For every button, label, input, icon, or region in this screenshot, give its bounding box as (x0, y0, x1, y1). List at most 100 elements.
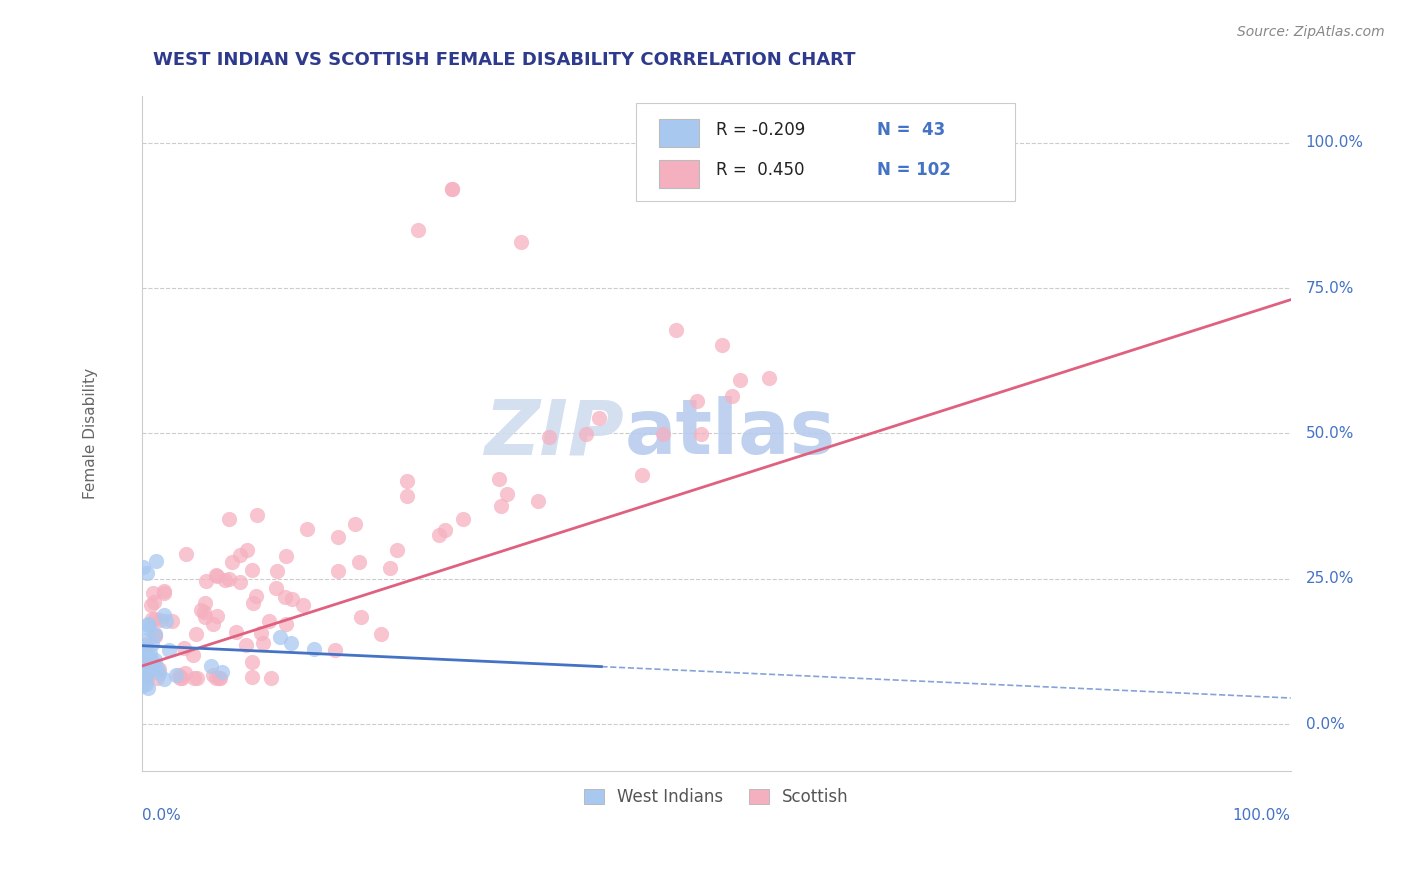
Point (274, 616, 297, 631)
Point (139, 646, 162, 660)
Point (350, 610, 373, 624)
FancyBboxPatch shape (636, 103, 1015, 201)
Point (146, 671, 169, 685)
Point (131, 671, 153, 685)
Point (240, 563, 263, 577)
Point (208, 671, 231, 685)
Point (153, 584, 176, 599)
Text: 100.0%: 100.0% (1306, 136, 1364, 150)
Point (538, 430, 561, 444)
Point (155, 614, 177, 628)
Point (495, 487, 517, 501)
Point (134, 655, 156, 669)
Point (193, 605, 215, 619)
Text: ZIP: ZIP (485, 396, 624, 470)
Point (153, 586, 176, 600)
Point (218, 511, 240, 525)
Text: 50.0%: 50.0% (1306, 425, 1354, 441)
Point (720, 389, 742, 403)
Point (326, 531, 349, 545)
Point (135, 677, 157, 691)
Text: WEST INDIAN VS SCOTTISH FEMALE DISABILITY CORRELATION CHART: WEST INDIAN VS SCOTTISH FEMALE DISABILIT… (153, 51, 856, 70)
Point (758, 370, 780, 384)
Point (257, 614, 280, 628)
Point (153, 608, 176, 623)
Point (169, 668, 191, 682)
Point (136, 617, 159, 632)
Point (136, 566, 159, 580)
Point (136, 650, 159, 665)
Point (176, 547, 198, 561)
Point (142, 586, 165, 600)
Point (370, 626, 392, 640)
Point (280, 636, 302, 650)
Point (136, 681, 159, 695)
Point (378, 561, 401, 575)
Point (451, 512, 474, 526)
Point (205, 671, 228, 685)
Point (252, 636, 274, 650)
Point (259, 671, 281, 685)
Point (184, 627, 207, 641)
Point (138, 648, 160, 663)
Point (229, 548, 252, 562)
Point (131, 679, 153, 693)
Point (145, 554, 167, 568)
Point (143, 653, 166, 667)
Point (689, 427, 711, 442)
Point (510, 235, 533, 249)
FancyBboxPatch shape (659, 120, 699, 147)
Point (134, 632, 156, 647)
Point (148, 665, 170, 680)
Point (141, 638, 163, 652)
Point (143, 612, 166, 626)
Text: atlas: atlas (624, 396, 835, 470)
Point (169, 671, 191, 685)
Point (138, 622, 160, 636)
Point (205, 569, 228, 583)
Point (229, 575, 252, 590)
Text: N = 102: N = 102 (877, 161, 950, 179)
Point (148, 662, 170, 676)
Point (281, 591, 304, 606)
Point (631, 467, 654, 482)
Point (134, 640, 156, 655)
Point (489, 499, 512, 513)
Point (141, 599, 163, 613)
Point (136, 663, 159, 677)
Point (143, 627, 166, 641)
Point (183, 671, 205, 685)
Point (131, 643, 153, 657)
Point (406, 223, 429, 237)
Point (141, 612, 163, 626)
Point (347, 555, 370, 569)
Point (344, 516, 367, 531)
Point (135, 637, 157, 651)
Point (208, 671, 231, 685)
Point (131, 560, 153, 574)
Text: 25.0%: 25.0% (1306, 571, 1354, 586)
Point (302, 641, 325, 656)
Point (665, 323, 688, 337)
Point (236, 542, 259, 557)
Text: N =  43: N = 43 (877, 121, 945, 139)
Point (194, 610, 217, 624)
Point (211, 665, 233, 679)
Point (295, 522, 318, 536)
Point (135, 668, 157, 682)
Point (266, 564, 288, 578)
Point (143, 629, 166, 643)
Point (242, 596, 264, 610)
Point (173, 665, 195, 680)
Point (441, 182, 464, 196)
Point (274, 549, 297, 564)
Point (433, 524, 456, 538)
Point (200, 659, 222, 673)
Point (711, 337, 734, 351)
Point (132, 642, 155, 657)
Point (274, 590, 297, 604)
Point (134, 671, 156, 685)
Point (292, 598, 315, 612)
FancyBboxPatch shape (659, 160, 699, 188)
Point (138, 653, 160, 667)
